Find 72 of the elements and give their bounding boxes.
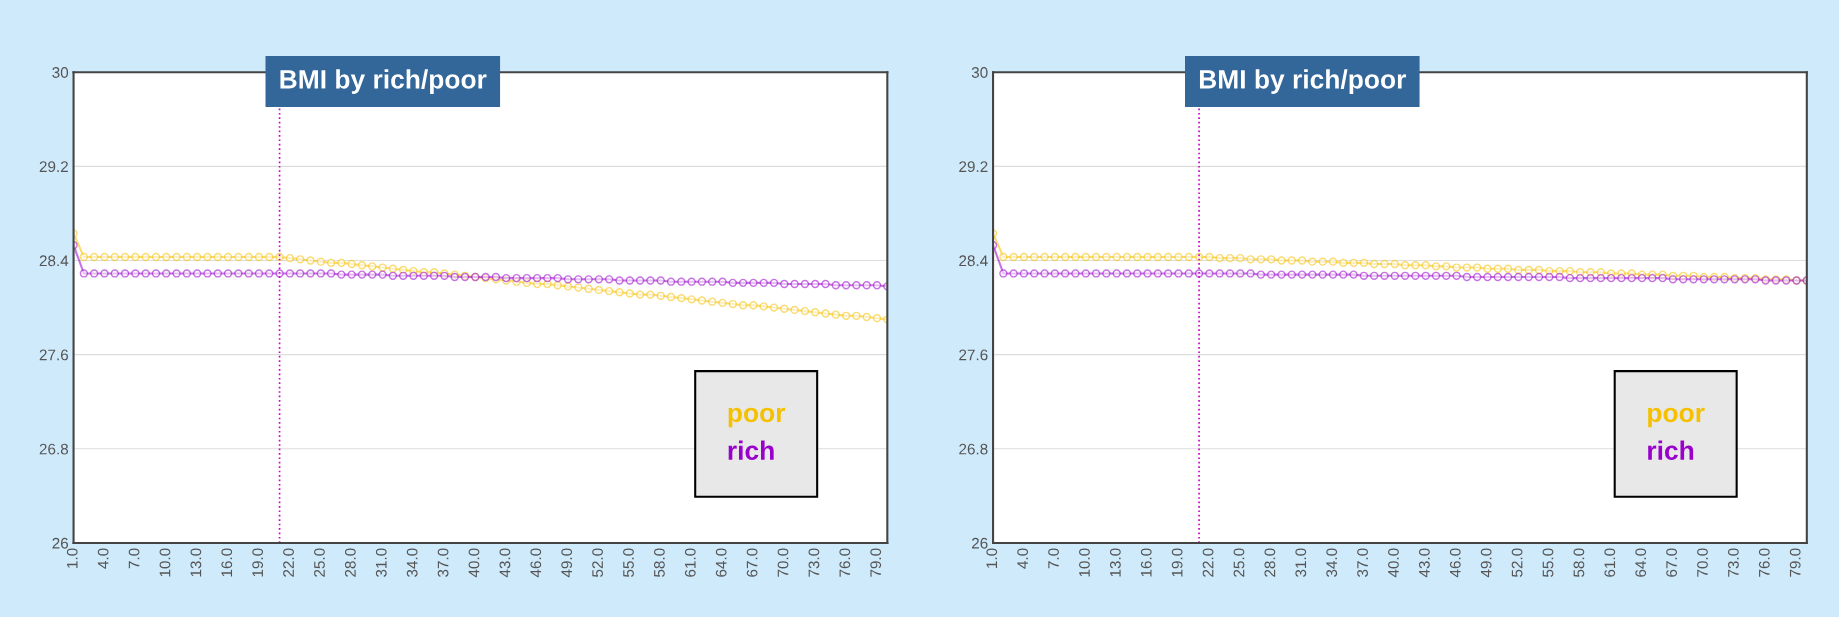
x-tick-label: 79.0 [1789, 548, 1801, 577]
x-tick-label: 16.0 [1140, 548, 1152, 577]
x-tick-label: 4.0 [97, 548, 109, 569]
x-tick-label: 25.0 [314, 548, 325, 577]
y-tick-label: 26 [52, 537, 69, 549]
x-tick-label: 64.0 [1635, 548, 1647, 577]
x-tick-label: 40.0 [1388, 548, 1399, 578]
x-tick-label: 46.0 [1449, 548, 1461, 578]
y-tick-label: 30 [971, 67, 988, 78]
x-tick-label: 49.0 [561, 548, 573, 578]
x-tick-label: 52.0 [592, 548, 603, 577]
y-tick-label: 26.8 [959, 443, 988, 455]
x-tick-label: 73.0 [808, 548, 820, 577]
x-tick-label: 40.0 [468, 548, 480, 578]
x-tick-label: 34.0 [406, 548, 418, 577]
x-tick-label: 46.0 [530, 548, 542, 578]
text: rich [728, 440, 774, 460]
x-tick-label: 19.0 [252, 548, 264, 577]
x-tick-label: 19.0 [1171, 548, 1183, 577]
x-tick-label: 37.0 [437, 548, 449, 577]
chart-title: BMI by rich/poor [1199, 69, 1406, 94]
x-tick-label: 61.0 [1604, 548, 1616, 577]
y-tick-label: 26 [971, 537, 988, 549]
chart-title: BMI by rich/poor [280, 69, 487, 94]
x-tick-label: 31.0 [1295, 548, 1307, 577]
x-tick-label: 28.0 [1264, 548, 1276, 577]
text: poor [728, 407, 786, 428]
y-tick-label: 29.2 [39, 161, 68, 173]
x-tick-label: 7.0 [128, 548, 140, 569]
x-tick-label: 13.0 [1109, 548, 1121, 577]
y-tick-label: 27.6 [959, 349, 988, 361]
x-tick-label: 16.0 [221, 548, 233, 577]
x-tick-label: 7.0 [1048, 548, 1059, 569]
x-tick-label: 49.0 [1480, 548, 1492, 578]
x-tick-label: 70.0 [1697, 548, 1708, 577]
x-tick-label: 31.0 [375, 548, 387, 577]
x-tick-label: 22.0 [283, 548, 294, 577]
x-tick-label: 37.0 [1357, 548, 1368, 577]
x-tick-label: 76.0 [1758, 548, 1770, 577]
x-tick-label: 79.0 [870, 548, 882, 577]
x-tick-label: 55.0 [623, 548, 634, 577]
x-tick-label: 67.0 [1666, 548, 1678, 577]
x-tick-label: 64.0 [715, 548, 727, 577]
x-tick-label: 22.0 [1202, 548, 1214, 577]
x-tick-label: 34.0 [1326, 548, 1338, 577]
y-tick-label: 30 [52, 67, 69, 78]
x-tick-label: 10.0 [159, 548, 171, 577]
x-tick-label: 67.0 [746, 548, 758, 577]
x-tick-label: 70.0 [777, 548, 789, 577]
x-tick-label: 4.0 [1017, 548, 1029, 569]
y-tick-label: 28.4 [959, 255, 988, 267]
x-tick-label: 52.0 [1511, 548, 1523, 577]
x-tick-label: 43.0 [499, 548, 511, 578]
text: poor [1648, 407, 1705, 428]
x-tick-label: 13.0 [190, 548, 202, 577]
x-tick-label: 61.0 [684, 548, 696, 577]
x-tick-label: 1.0 [986, 548, 998, 568]
y-tick-label: 28.4 [39, 255, 69, 267]
x-tick-label: 10.0 [1079, 548, 1090, 577]
x-tick-label: 28.0 [344, 548, 356, 577]
x-tick-label: 58.0 [653, 548, 665, 577]
y-tick-label: 29.2 [959, 161, 988, 173]
y-tick-label: 27.6 [39, 349, 69, 361]
x-tick-label: 76.0 [839, 548, 851, 577]
x-tick-label: 43.0 [1418, 548, 1430, 578]
text: rich [1648, 440, 1694, 460]
x-tick-label: 1.0 [66, 548, 78, 568]
x-tick-label: 55.0 [1542, 548, 1554, 577]
x-tick-label: 73.0 [1727, 548, 1739, 577]
x-tick-label: 58.0 [1573, 548, 1585, 577]
y-tick-label: 26.8 [39, 443, 69, 455]
x-tick-label: 25.0 [1233, 548, 1245, 577]
